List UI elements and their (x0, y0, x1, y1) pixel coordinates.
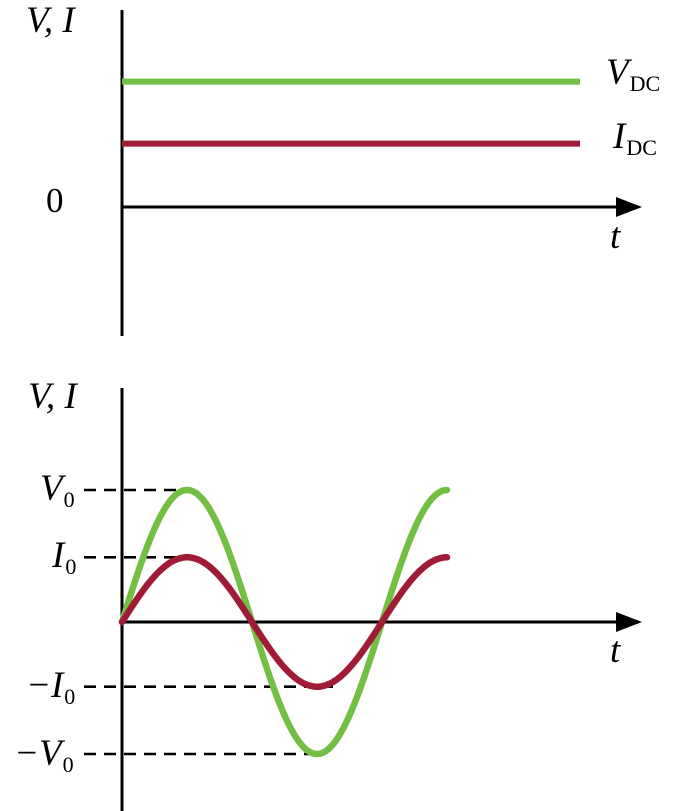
neg-i0-symbol: −I (26, 665, 64, 706)
dc-origin-label: 0 (46, 183, 64, 218)
ac-i-sine-curve (118, 554, 451, 690)
dc-y-axis-label: V, I (26, 2, 75, 39)
ac-x-axis-label: t (610, 632, 620, 669)
i0-symbol: I (52, 535, 65, 576)
vdc-subscript: DC (629, 71, 661, 96)
idc-subscript: DC (626, 135, 657, 160)
dc-origin-text: 0 (46, 181, 64, 220)
ac-x-axis-label-text: t (610, 630, 621, 671)
v0-tick-label: V0 (40, 470, 75, 511)
i0-subscript: 0 (65, 554, 77, 579)
v0-symbol: V (40, 468, 63, 509)
vdc-symbol: V (606, 52, 629, 93)
neg-v0-symbol: −V (14, 733, 62, 774)
idc-line-label: IDC (613, 118, 657, 159)
i0-tick-label: I0 (52, 537, 76, 578)
ac-y-axis-label-text: V, I (28, 376, 77, 417)
dc-y-axis-label-text: V, I (26, 0, 75, 41)
neg-v0-tick-label: −V0 (14, 735, 74, 776)
v0-subscript: 0 (63, 487, 75, 512)
idc-symbol: I (613, 116, 626, 157)
ac-v-sine-curve (118, 486, 451, 758)
dc-x-axis-label: t (610, 218, 620, 255)
neg-i0-subscript: 0 (64, 684, 76, 709)
dc-x-axis-arrowhead (616, 197, 642, 217)
neg-v0-subscript: 0 (62, 752, 74, 777)
ac-y-axis-label: V, I (28, 378, 77, 415)
ac-x-axis-arrowhead (616, 612, 642, 632)
dc-x-axis-label-text: t (610, 216, 621, 257)
neg-i0-tick-label: −I0 (26, 667, 75, 708)
vdc-line-label: VDC (606, 54, 660, 95)
